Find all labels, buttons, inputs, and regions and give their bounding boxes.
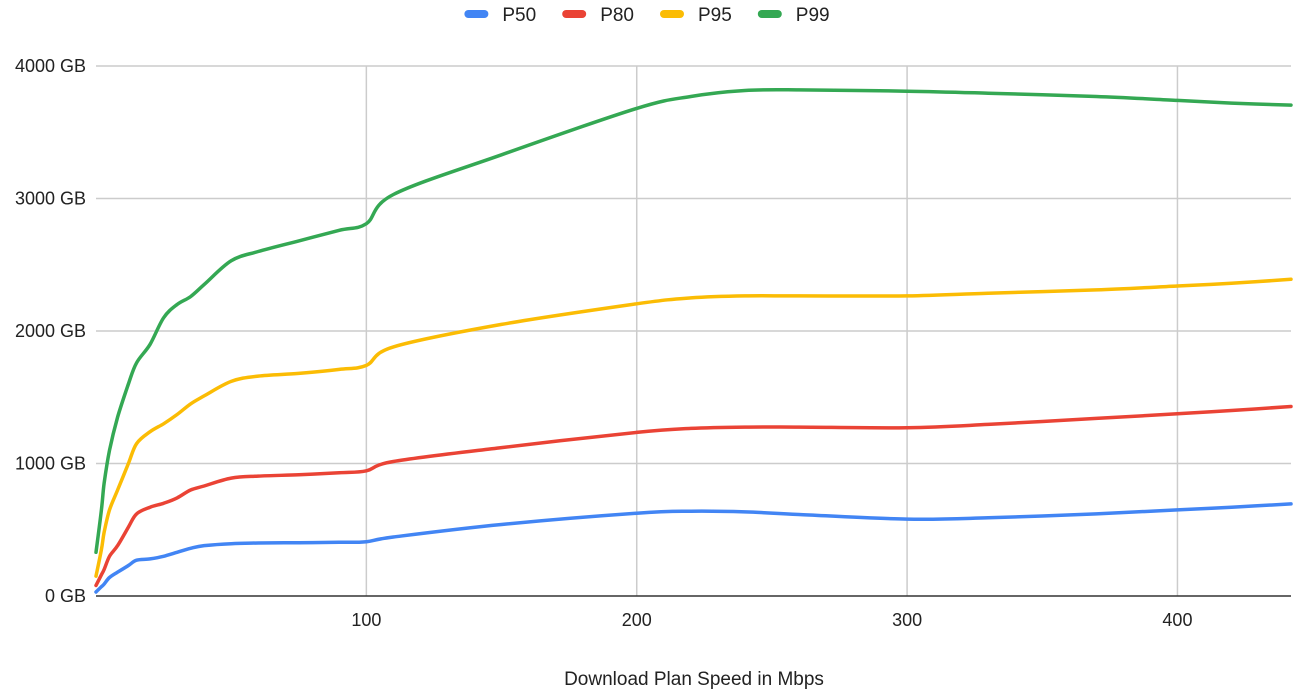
x-tick-label: 300 [892,610,922,630]
legend-label-p95: P95 [698,5,732,26]
x-tick-label: 400 [1162,610,1192,630]
legend: P50 P80 P95 P99 [464,5,830,26]
y-axis-tick-labels: 0 GB 1000 GB 2000 GB 3000 GB 4000 GB [15,56,86,606]
series-line-p95 [94,277,1293,578]
x-axis-title: Download Plan Speed in Mbps [564,669,824,689]
x-tick-label: 100 [351,610,381,630]
y-tick-label: 3000 GB [15,189,86,209]
y-tick-label: 1000 GB [15,454,86,474]
series-line-p80 [94,404,1293,588]
legend-label-p99: P99 [796,5,830,26]
legend-swatch-p80 [562,10,587,18]
legend-swatch-p95 [660,10,684,18]
y-tick-label: 4000 GB [15,56,86,76]
series-line-p99 [94,87,1293,555]
x-tick-label: 200 [622,610,652,630]
legend-swatch-p99 [757,10,782,18]
legend-label-p50: P50 [502,5,536,26]
series-line-p50 [94,502,1293,594]
legend-label-p80: P80 [600,5,634,26]
series-lines [94,87,1293,594]
legend-swatch-p50 [464,10,489,18]
gridlines [96,65,1291,597]
x-axis-tick-labels: 100 200 300 400 [351,610,1192,630]
y-tick-label: 0 GB [45,586,86,606]
y-tick-label: 2000 GB [15,321,86,341]
